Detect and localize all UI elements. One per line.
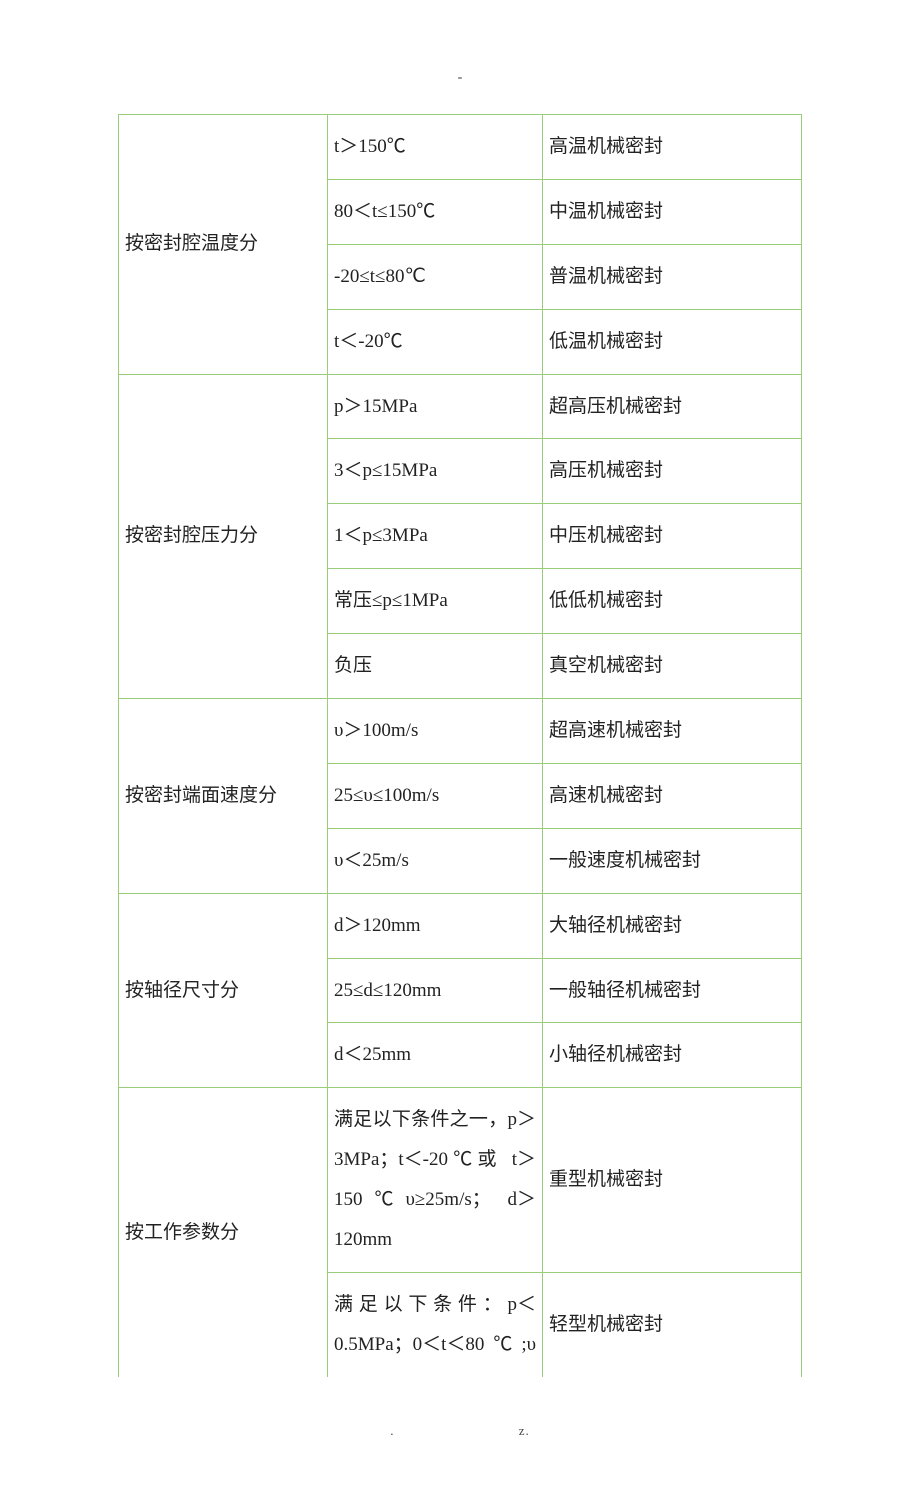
condition-cell: t＞150℃	[328, 115, 543, 180]
name-cell: 中压机械密封	[543, 504, 802, 569]
condition-cell: 25≤υ≤100m/s	[328, 763, 543, 828]
name-cell: 一般速度机械密封	[543, 828, 802, 893]
name-cell: 超高压机械密封	[543, 374, 802, 439]
table-row: 按密封端面速度分υ＞100m/s超高速机械密封	[119, 699, 802, 764]
condition-cell: 负压	[328, 634, 543, 699]
name-cell: 高温机械密封	[543, 115, 802, 180]
group-label: 按密封端面速度分	[119, 699, 328, 894]
name-cell: 一般轴径机械密封	[543, 958, 802, 1023]
name-cell: 真空机械密封	[543, 634, 802, 699]
table-row: 按轴径尺寸分d＞120mm大轴径机械密封	[119, 893, 802, 958]
footer-right: z.	[519, 1423, 530, 1439]
name-cell: 重型机械密封	[543, 1088, 802, 1273]
name-cell: 轻型机械密封	[543, 1272, 802, 1376]
table-row: 按密封腔压力分p＞15MPa超高压机械密封	[119, 374, 802, 439]
condition-cell: 满足以下条件之一，p＞3MPa；t＜-20℃或 t＞150℃υ≥25m/s； d…	[328, 1088, 543, 1273]
page-top-mark: -	[118, 70, 802, 86]
condition-cell: t＜-20℃	[328, 309, 543, 374]
name-cell: 低温机械密封	[543, 309, 802, 374]
condition-cell: -20≤t≤80℃	[328, 244, 543, 309]
name-cell: 小轴径机械密封	[543, 1023, 802, 1088]
condition-cell: 1＜p≤3MPa	[328, 504, 543, 569]
footer-left: .	[390, 1423, 394, 1439]
group-label: 按密封腔温度分	[119, 115, 328, 375]
condition-cell: 3＜p≤15MPa	[328, 439, 543, 504]
condition-cell: p＞15MPa	[328, 374, 543, 439]
group-label: 按工作参数分	[119, 1088, 328, 1377]
name-cell: 中温机械密封	[543, 179, 802, 244]
table-row: 按密封腔温度分t＞150℃高温机械密封	[119, 115, 802, 180]
table-row: 按工作参数分满足以下条件之一，p＞3MPa；t＜-20℃或 t＞150℃υ≥25…	[119, 1088, 802, 1273]
group-label: 按轴径尺寸分	[119, 893, 328, 1088]
page-footer: . z.	[118, 1423, 802, 1439]
group-label: 按密封腔压力分	[119, 374, 328, 698]
name-cell: 超高速机械密封	[543, 699, 802, 764]
condition-cell: 25≤d≤120mm	[328, 958, 543, 1023]
name-cell: 大轴径机械密封	[543, 893, 802, 958]
condition-cell: υ＜25m/s	[328, 828, 543, 893]
name-cell: 高速机械密封	[543, 763, 802, 828]
condition-cell: 常压≤p≤1MPa	[328, 569, 543, 634]
condition-cell: d＜25mm	[328, 1023, 543, 1088]
condition-cell: 满足以下条件：p＜0.5MPa；0＜t＜80℃;υ	[328, 1272, 543, 1376]
name-cell: 低低机械密封	[543, 569, 802, 634]
classification-table: 按密封腔温度分t＞150℃高温机械密封80＜t≤150℃中温机械密封-20≤t≤…	[118, 114, 802, 1377]
name-cell: 普温机械密封	[543, 244, 802, 309]
name-cell: 高压机械密封	[543, 439, 802, 504]
condition-cell: 80＜t≤150℃	[328, 179, 543, 244]
condition-cell: υ＞100m/s	[328, 699, 543, 764]
condition-cell: d＞120mm	[328, 893, 543, 958]
